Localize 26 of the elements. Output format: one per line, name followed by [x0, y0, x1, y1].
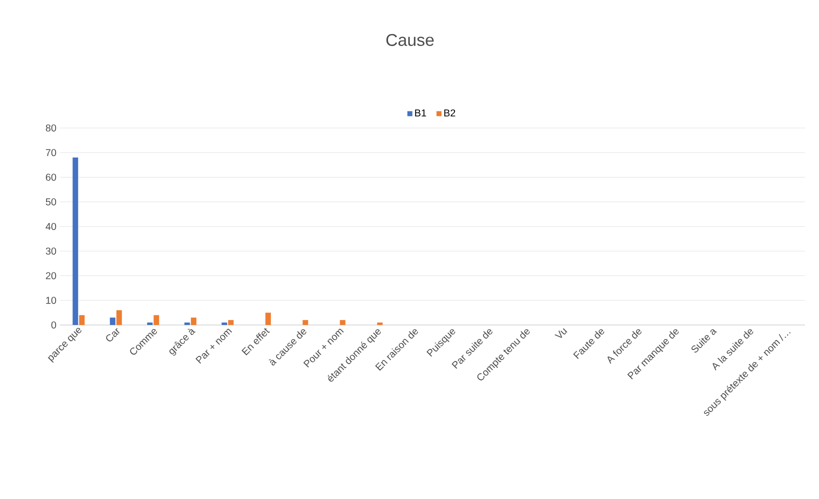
x-tick-label: Par + nom	[196, 328, 232, 364]
y-tick-label: 80	[46, 124, 56, 132]
bar	[340, 320, 346, 325]
bar	[265, 312, 271, 325]
bar	[190, 318, 196, 325]
bar	[79, 315, 85, 325]
bar	[302, 320, 308, 325]
bar	[110, 318, 116, 325]
y-tick-label: 70	[46, 149, 56, 156]
bar	[116, 310, 122, 325]
x-tick-label: En effet	[242, 328, 270, 356]
y-tick-label: 30	[46, 248, 56, 255]
bar	[154, 315, 160, 325]
bar	[72, 158, 78, 325]
y-tick-label: 40	[46, 222, 56, 230]
x-tick-label: Car	[106, 328, 120, 342]
y-tick-label: 20	[46, 272, 56, 280]
bar	[228, 320, 234, 325]
chart-title: Cause	[386, 34, 434, 46]
x-tick-label: Vu	[554, 328, 568, 338]
y-tick-label: 50	[46, 198, 56, 206]
y-tick-label: 0	[51, 321, 56, 329]
y-tick-label: 10	[46, 296, 56, 304]
legend-label: B1	[415, 109, 426, 116]
legend-label: B2	[444, 109, 456, 116]
y-tick-label: 60	[46, 174, 56, 181]
